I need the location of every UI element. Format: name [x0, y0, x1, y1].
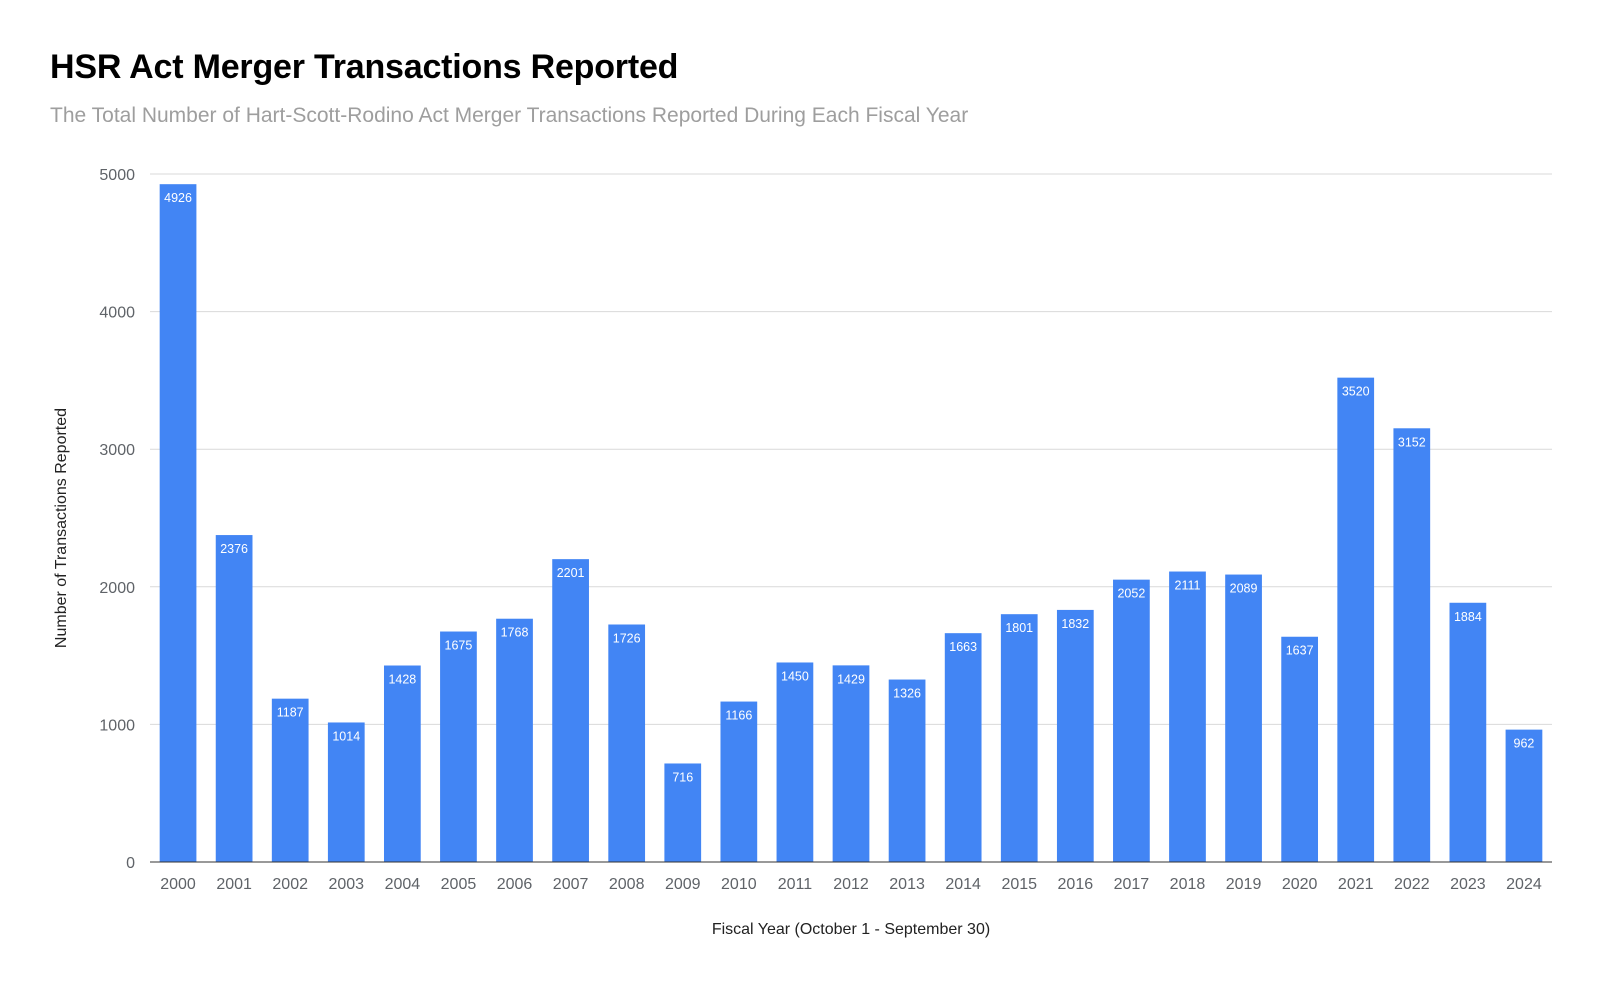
data-label-2014: 1663 [949, 640, 977, 654]
x-axis-ticks: 2000 2001 2002 2003 2004 2005 2006 2007 2008 2009… [160, 876, 1542, 893]
x-tick-label: 2021 [1338, 876, 1374, 893]
data-label-2016: 1832 [1061, 617, 1089, 631]
bar-2019 [1225, 574, 1262, 862]
x-tick-label: 2016 [1058, 876, 1094, 893]
bar-2023 [1449, 602, 1487, 862]
y-tick-label: 1000 [99, 717, 135, 734]
x-tick-label: 2019 [1226, 876, 1262, 893]
x-tick-label: 2000 [160, 876, 196, 893]
bar-2003 [327, 722, 365, 862]
data-label-2020: 1637 [1286, 644, 1314, 658]
data-label-2015: 1801 [1005, 621, 1033, 635]
data-label-2002: 1187 [277, 706, 304, 720]
y-tick-label: 2000 [99, 580, 135, 597]
data-label-2023: 1884 [1454, 610, 1482, 624]
x-tick-label: 2005 [441, 876, 477, 893]
chart-subtitle: The Total Number of Hart-Scott-Rodino Ac… [50, 104, 969, 127]
x-tick-label: 2006 [497, 876, 533, 893]
bar-2021 [1337, 377, 1375, 862]
bar-2020 [1281, 636, 1319, 862]
x-tick-label: 2020 [1282, 876, 1318, 893]
data-label-2013: 1326 [893, 687, 921, 701]
bar-2012 [832, 665, 870, 862]
data-label-2009: 716 [672, 770, 693, 784]
bar-2004 [383, 665, 421, 862]
x-tick-label: 2024 [1506, 876, 1542, 893]
y-tick-label: 3000 [99, 442, 135, 459]
data-label-2010: 1166 [725, 709, 752, 723]
x-tick-label: 2008 [609, 876, 645, 893]
bar-2006 [496, 618, 533, 862]
data-label-2006: 1768 [501, 626, 529, 640]
x-tick-label: 2023 [1450, 876, 1486, 893]
x-tick-label: 2009 [665, 876, 701, 893]
data-labels: 4926 2376 1187 1014 1428 1675 1768 2201 1726 716 1… [164, 191, 1534, 784]
data-label-2000: 4926 [164, 191, 192, 205]
x-tick-label: 2004 [385, 876, 421, 893]
bar-2016 [1056, 609, 1094, 862]
x-tick-label: 2010 [721, 876, 757, 893]
x-tick-label: 2017 [1114, 876, 1150, 893]
chart-title: HSR Act Merger Transactions Reported [50, 48, 679, 86]
bar-2017 [1113, 579, 1150, 862]
bar-2009 [664, 763, 702, 862]
bar-2008 [608, 624, 646, 862]
data-label-2018: 2111 [1175, 579, 1201, 593]
bars [159, 184, 1543, 863]
data-label-2011: 1450 [781, 669, 809, 683]
bar-2005 [440, 631, 477, 862]
x-tick-label: 2011 [778, 876, 813, 893]
x-tick-label: 2022 [1394, 876, 1430, 893]
x-tick-label: 2007 [553, 876, 589, 893]
x-tick-label: 2002 [272, 876, 308, 893]
data-label-2003: 1014 [332, 729, 360, 743]
x-tick-label: 2014 [945, 876, 981, 893]
y-axis-title: Number of Transactions Reported [53, 408, 70, 648]
data-label-2024: 962 [1514, 737, 1535, 751]
data-label-2008: 1726 [613, 632, 641, 646]
bar-2013 [888, 679, 926, 862]
data-label-2012: 1429 [837, 672, 865, 686]
bar-2015 [1000, 614, 1038, 862]
bar-2011 [776, 662, 814, 862]
data-label-2004: 1428 [388, 673, 416, 687]
x-axis-title: Fiscal Year (October 1 - September 30) [712, 921, 990, 938]
data-label-2017: 2052 [1117, 587, 1145, 601]
data-label-2022: 3152 [1398, 435, 1426, 449]
x-tick-label: 2013 [889, 876, 925, 893]
data-label-2021: 3520 [1342, 385, 1370, 399]
y-tick-label: 5000 [99, 167, 135, 184]
y-tick-label: 4000 [99, 305, 135, 322]
bar-2007 [552, 559, 589, 862]
bar-2022 [1393, 428, 1431, 862]
bar-2024 [1505, 729, 1543, 862]
bar-2002 [271, 698, 309, 862]
data-label-2005: 1675 [445, 639, 473, 653]
x-tick-label: 2003 [328, 876, 364, 893]
data-label-2007: 2201 [557, 566, 585, 580]
x-tick-label: 2018 [1170, 876, 1206, 893]
y-tick-label: 0 [126, 855, 135, 872]
bar-2001 [215, 535, 253, 862]
x-tick-label: 2012 [833, 876, 869, 893]
bar-2018 [1169, 571, 1206, 862]
x-tick-label: 2001 [216, 876, 252, 893]
y-axis-ticks: 0 1000 2000 3000 4000 5000 [99, 167, 135, 872]
bar-2000 [159, 184, 197, 863]
data-label-2019: 2089 [1230, 582, 1258, 596]
data-label-2001: 2376 [220, 542, 248, 556]
x-tick-label: 2015 [1001, 876, 1037, 893]
bar-2014 [944, 633, 982, 862]
bar-2010 [720, 701, 758, 862]
